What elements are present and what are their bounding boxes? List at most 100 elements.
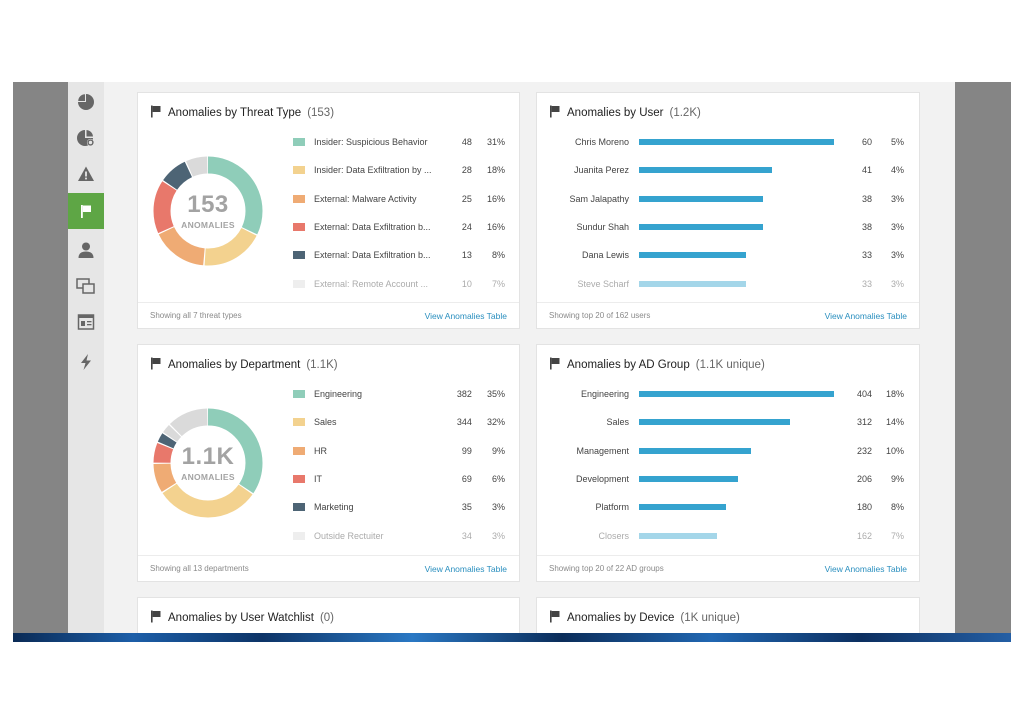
card-count: (0) — [319, 612, 334, 624]
bar-percent: 3% — [890, 278, 904, 289]
card-count: (153) — [307, 107, 335, 119]
bar-row[interactable]: Sam Jalapathy 38 3% — [537, 192, 918, 206]
sidebar-item-reports[interactable] — [68, 304, 104, 340]
donut-caption: ANOMALIES — [181, 471, 235, 482]
legend-swatch — [293, 251, 305, 260]
bar-row[interactable]: Management 232 10% — [537, 444, 918, 458]
legend-row[interactable]: External: Malware Activity 25 16% — [293, 192, 505, 206]
threat-type-donut: 153 ANOMALIES — [150, 153, 266, 269]
flag-icon — [150, 357, 162, 373]
legend-row[interactable]: Engineering 382 35% — [293, 387, 505, 401]
legend-percent: 31% — [486, 137, 505, 147]
bar-row[interactable]: Development 206 9% — [537, 472, 918, 486]
sidebar-item-devices[interactable] — [68, 268, 104, 304]
bar-label: Closers — [598, 530, 629, 541]
bar-count: 232 — [856, 445, 872, 456]
donut-segment[interactable] — [153, 408, 263, 518]
legend-row[interactable]: Marketing 35 3% — [293, 500, 505, 514]
sidebar — [68, 82, 104, 633]
bar-count: 206 — [856, 473, 872, 484]
legend-row[interactable]: Insider: Data Exfiltration by ... 28 18% — [293, 163, 505, 177]
sidebar-item-alerts[interactable] — [68, 156, 104, 192]
legend-swatch — [293, 418, 305, 427]
bar-fill — [639, 504, 726, 511]
legend-label: External: Data Exfiltration b... — [314, 250, 431, 261]
bar-track — [639, 472, 834, 486]
legend-label: Outside Rectuiter — [314, 530, 384, 541]
card-header: Anomalies by Threat Type (153) — [150, 105, 334, 121]
bar-track — [639, 135, 834, 149]
legend-swatch — [293, 446, 305, 455]
donut-segment[interactable] — [153, 156, 263, 266]
lightning-icon — [79, 353, 93, 371]
bar-row[interactable]: Steve Scharf 33 3% — [537, 277, 918, 291]
bar-label: Steve Scharf — [577, 278, 629, 289]
flag-icon — [549, 105, 561, 121]
card-footer: Showing all 13 departments View Anomalie… — [138, 555, 519, 581]
legend-count: 99 — [461, 445, 472, 456]
legend-row[interactable]: IT 69 6% — [293, 472, 505, 486]
legend-swatch — [293, 390, 305, 398]
donut-segment[interactable] — [153, 156, 263, 266]
legend-percent: 9% — [491, 445, 505, 456]
ad-group-card: Anomalies by AD Group (1.1K unique) Engi… — [536, 344, 920, 582]
legend-count: 69 — [461, 473, 472, 484]
dashboard-content: Anomalies by Threat Type (153) 153 ANOMA… — [104, 82, 955, 633]
card-count: (1.1K unique) — [695, 359, 765, 371]
card-header: Anomalies by AD Group (1.1K unique) — [549, 357, 765, 373]
legend-row[interactable]: External: Remote Account ... 10 7% — [293, 277, 505, 291]
bar-row[interactable]: Closers 162 7% — [537, 529, 918, 543]
legend-swatch — [293, 138, 305, 146]
bar-row[interactable]: Engineering 404 18% — [537, 387, 918, 401]
sidebar-item-anomalies[interactable] — [68, 193, 104, 229]
legend-row[interactable]: Outside Rectuiter 34 3% — [293, 529, 505, 543]
donut-segment[interactable] — [153, 408, 263, 518]
bar-row[interactable]: Sundur Shah 38 3% — [537, 220, 918, 234]
bar-row[interactable]: Platform 180 8% — [537, 500, 918, 514]
bar-row[interactable]: Chris Moreno 60 5% — [537, 135, 918, 149]
bar-fill — [639, 447, 751, 454]
legend-label: External: Remote Account ... — [314, 278, 429, 289]
donut-segment[interactable] — [153, 156, 263, 266]
legend-row[interactable]: Insider: Suspicious Behavior 48 31% — [293, 135, 505, 149]
sidebar-item-dashboard[interactable] — [68, 84, 104, 120]
card-title: Anomalies by User Watchlist — [168, 612, 314, 624]
legend-count: 10 — [461, 278, 472, 289]
legend-row[interactable]: External: Data Exfiltration b... 13 8% — [293, 248, 505, 262]
view-anomalies-table-link[interactable]: View Anomalies Table — [424, 310, 507, 321]
bar-percent: 3% — [890, 193, 904, 204]
bar-row[interactable]: Dana Lewis 33 3% — [537, 248, 918, 262]
legend-count: 25 — [461, 193, 472, 204]
legend-percent: 7% — [491, 278, 505, 289]
card-header: Anomalies by Department (1.1K) — [150, 357, 338, 373]
legend-row[interactable]: Sales 344 32% — [293, 415, 505, 429]
bar-track — [639, 444, 834, 458]
bar-label: Development — [575, 473, 629, 484]
bar-fill — [639, 532, 718, 539]
bar-row[interactable]: Juanita Perez 41 4% — [537, 163, 918, 177]
department-card: Anomalies by Department (1.1K) 1.1K ANOM… — [137, 344, 520, 582]
sidebar-item-users[interactable] — [68, 232, 104, 268]
view-anomalies-table-link[interactable]: View Anomalies Table — [424, 563, 507, 574]
view-anomalies-table-link[interactable]: View Anomalies Table — [824, 563, 907, 574]
view-anomalies-table-link[interactable]: View Anomalies Table — [824, 310, 907, 321]
decorative-banner-strip — [13, 633, 1011, 642]
legend-percent: 8% — [491, 250, 505, 261]
flag-icon — [78, 203, 94, 219]
bar-count: 38 — [861, 193, 872, 204]
bar-track — [639, 163, 834, 177]
bar-percent: 3% — [890, 250, 904, 261]
bar-track — [639, 277, 834, 291]
warning-icon — [77, 165, 95, 183]
footer-summary: Showing top 20 of 22 AD groups — [549, 564, 664, 573]
bar-row[interactable]: Sales 312 14% — [537, 415, 918, 429]
legend-swatch — [293, 474, 305, 483]
sidebar-item-analytics[interactable] — [68, 120, 104, 156]
legend-row[interactable]: HR 99 9% — [293, 444, 505, 458]
left-gray-margin — [13, 82, 68, 633]
bar-count: 33 — [861, 250, 872, 261]
legend-count: 35 — [461, 502, 472, 513]
sidebar-item-actions[interactable] — [68, 344, 104, 380]
bar-track — [639, 500, 834, 514]
legend-row[interactable]: External: Data Exfiltration b... 24 16% — [293, 220, 505, 234]
